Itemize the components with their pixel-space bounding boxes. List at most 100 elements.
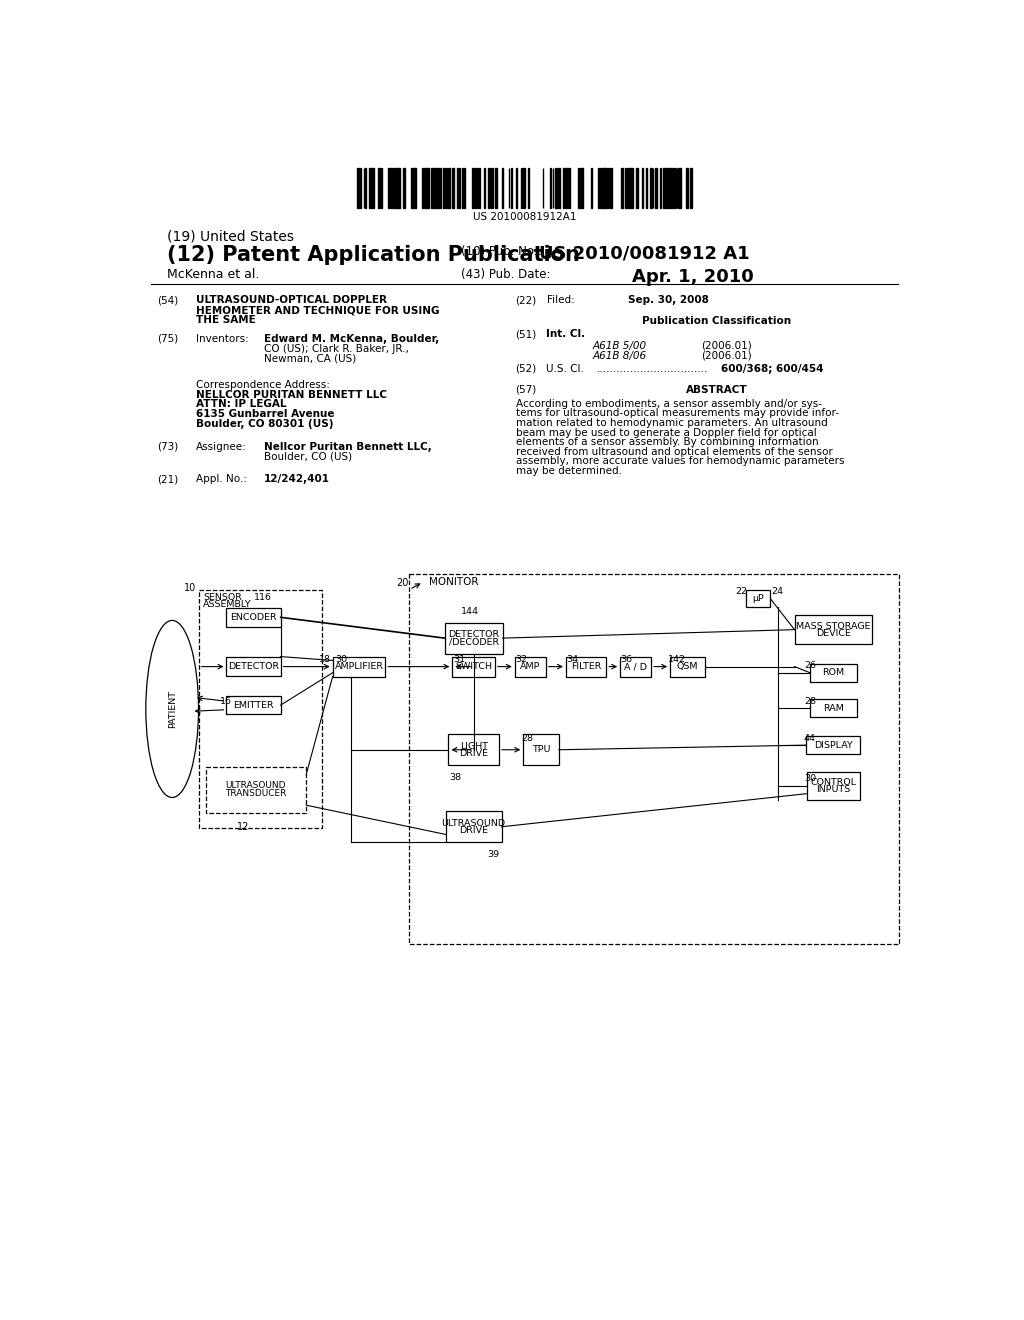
Text: (2006.01): (2006.01)	[701, 341, 753, 351]
Text: US 20100081912A1: US 20100081912A1	[473, 213, 577, 222]
Bar	[333, 656, 385, 677]
Text: 144: 144	[461, 607, 479, 616]
Text: ULTRASOUND-OPTICAL DOPPLER: ULTRASOUND-OPTICAL DOPPLER	[197, 296, 387, 305]
Text: SENSOR: SENSOR	[203, 593, 242, 602]
Text: LIGHT: LIGHT	[460, 742, 487, 751]
Bar	[226, 696, 281, 714]
Text: 32: 32	[515, 655, 527, 664]
Text: 24: 24	[771, 586, 783, 595]
Text: Correspondence Address:: Correspondence Address:	[197, 380, 330, 391]
Text: DEVICE: DEVICE	[816, 628, 851, 638]
Bar	[810, 664, 856, 682]
Bar	[356, 168, 359, 207]
Bar	[452, 168, 454, 207]
Text: CO (US); Clark R. Baker, JR.,: CO (US); Clark R. Baker, JR.,	[263, 343, 409, 354]
Text: According to embodiments, a sensor assembly and/or sys-: According to embodiments, a sensor assem…	[515, 399, 821, 409]
Bar	[670, 168, 672, 207]
Text: 39: 39	[486, 850, 499, 859]
Text: Inventors:: Inventors:	[197, 334, 249, 345]
Bar	[495, 168, 497, 207]
Text: (73): (73)	[158, 442, 179, 451]
Bar	[610, 168, 611, 207]
Text: FILTER: FILTER	[570, 663, 601, 671]
Bar	[523, 168, 524, 207]
Text: 31: 31	[454, 655, 466, 664]
Text: /DECODER: /DECODER	[449, 638, 499, 645]
Bar	[378, 168, 380, 207]
Text: Int. Cl.: Int. Cl.	[547, 330, 586, 339]
Text: ATTN: IP LEGAL: ATTN: IP LEGAL	[197, 400, 287, 409]
Text: ENCODER: ENCODER	[230, 612, 276, 622]
Text: beam may be used to generate a Doppler field for optical: beam may be used to generate a Doppler f…	[515, 428, 816, 437]
Text: .................................: .................................	[597, 364, 709, 374]
Text: (22): (22)	[515, 296, 537, 305]
Bar	[396, 168, 397, 207]
Text: Boulder, CO (US): Boulder, CO (US)	[263, 451, 352, 462]
Text: 116: 116	[254, 593, 271, 602]
Text: Edward M. McKenna, Boulder,: Edward M. McKenna, Boulder,	[263, 334, 439, 345]
Bar	[636, 168, 638, 207]
Bar	[563, 168, 565, 207]
Text: (43) Pub. Date:: (43) Pub. Date:	[461, 268, 551, 281]
Text: elements of a sensor assembly. By combining information: elements of a sensor assembly. By combin…	[515, 437, 818, 447]
Bar	[502, 168, 503, 207]
Bar	[445, 168, 446, 207]
Bar	[678, 168, 681, 207]
Bar	[690, 168, 692, 207]
Text: DRIVE: DRIVE	[459, 748, 488, 758]
Bar	[515, 656, 546, 677]
Text: NELLCOR PURITAN BENNETT LLC: NELLCOR PURITAN BENNETT LLC	[197, 389, 387, 400]
Text: MASS STORAGE: MASS STORAGE	[796, 622, 870, 631]
Bar	[434, 168, 435, 207]
Bar	[566, 656, 606, 677]
Bar	[226, 609, 281, 627]
Text: Filed:: Filed:	[547, 296, 574, 305]
Text: Appl. No.:: Appl. No.:	[197, 474, 247, 484]
Text: PATIENT: PATIENT	[168, 690, 177, 727]
Text: SWITCH: SWITCH	[455, 663, 493, 671]
Bar	[424, 168, 426, 207]
Bar	[426, 168, 429, 207]
Text: mation related to hemodynamic parameters. An ultrasound: mation related to hemodynamic parameters…	[515, 418, 827, 428]
Bar	[568, 168, 569, 207]
Text: ULTRASOUND: ULTRASOUND	[225, 781, 286, 791]
Text: CONTROL: CONTROL	[810, 777, 856, 787]
Text: tems for ultrasound-optical measurements may provide infor-: tems for ultrasound-optical measurements…	[515, 408, 839, 418]
Text: A / D: A / D	[624, 663, 647, 671]
Text: assembly, more accurate values for hemodynamic parameters: assembly, more accurate values for hemod…	[515, 457, 844, 466]
Text: μP: μP	[753, 594, 764, 603]
Text: (12) Patent Application Publication: (12) Patent Application Publication	[167, 244, 580, 264]
Text: DETECTOR: DETECTOR	[449, 630, 500, 639]
Text: McKenna et al.: McKenna et al.	[167, 268, 259, 281]
Bar	[670, 656, 705, 677]
Ellipse shape	[145, 620, 199, 797]
Text: may be determined.: may be determined.	[515, 466, 622, 477]
Bar	[668, 168, 669, 207]
Text: Publication Classification: Publication Classification	[642, 317, 792, 326]
Text: Apr. 1, 2010: Apr. 1, 2010	[632, 268, 754, 285]
Bar	[445, 812, 502, 842]
Text: (19) United States: (19) United States	[167, 230, 294, 243]
Text: Boulder, CO 80301 (US): Boulder, CO 80301 (US)	[197, 418, 334, 429]
Text: TPU: TPU	[531, 746, 550, 754]
Bar	[515, 168, 517, 207]
Bar	[436, 168, 438, 207]
Bar	[200, 590, 322, 829]
Bar	[369, 168, 371, 207]
Bar	[806, 737, 860, 755]
Bar	[558, 168, 560, 207]
Bar	[602, 168, 604, 207]
Bar	[605, 168, 607, 207]
Text: 16: 16	[219, 697, 231, 706]
Text: 20: 20	[396, 578, 409, 587]
Bar	[414, 168, 416, 207]
Text: DETECTOR: DETECTOR	[228, 663, 280, 671]
Text: (75): (75)	[158, 334, 179, 345]
Bar	[621, 656, 651, 677]
Text: 30: 30	[336, 655, 348, 664]
Text: received from ultrasound and optical elements of the sensor: received from ultrasound and optical ele…	[515, 446, 833, 457]
Bar	[449, 168, 451, 207]
Bar	[807, 772, 859, 800]
Bar	[403, 168, 404, 207]
Text: ROM: ROM	[822, 668, 845, 677]
